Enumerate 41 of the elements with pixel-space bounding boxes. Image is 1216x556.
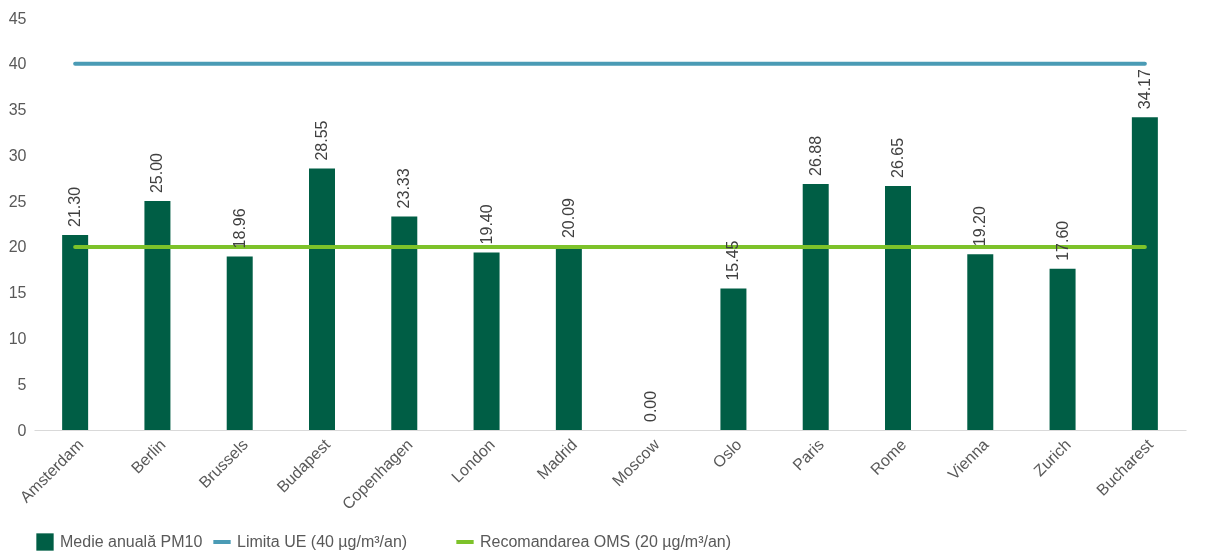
data-label: 20.09	[559, 197, 577, 239]
y-tick-label: 15	[8, 284, 27, 302]
legend-label: Limita UE (40 µg/m³/an)	[237, 533, 408, 550]
bar	[885, 186, 911, 430]
bar	[309, 168, 335, 430]
data-label: 17.60	[1053, 220, 1071, 261]
y-tick-label: 25	[8, 192, 27, 210]
data-label: 28.55	[313, 120, 330, 161]
x-tick-label: Oslo	[709, 435, 745, 472]
data-label: 26.88	[806, 135, 824, 176]
data-label: 34.17	[1135, 69, 1153, 110]
data-label: 21.30	[66, 186, 84, 227]
data-label: 19.20	[971, 206, 989, 247]
bar	[967, 254, 994, 430]
y-tick-label: 20	[8, 238, 27, 256]
data-label: 18.96	[230, 208, 248, 249]
data-label: 23.33	[395, 168, 413, 209]
y-tick-label: 45	[8, 9, 27, 27]
y-tick-label: 5	[17, 375, 27, 393]
y-tick-label: 30	[8, 146, 27, 164]
bar	[720, 288, 747, 430]
data-label: 19.40	[477, 204, 495, 245]
y-tick-label: 40	[8, 55, 27, 73]
data-label: 25.00	[148, 152, 166, 194]
bar	[555, 246, 582, 430]
data-label: 0.00	[642, 390, 660, 422]
bar	[802, 183, 829, 430]
bar	[1049, 268, 1076, 430]
legend-label: Medie anuală PM10	[60, 533, 203, 550]
y-tick-label: 10	[8, 329, 27, 347]
legend-label: Recomandarea OMS (20 µg/m³/an)	[480, 533, 732, 550]
y-tick-label: 0	[17, 421, 27, 439]
bar	[226, 256, 253, 430]
bar	[144, 201, 171, 430]
bar	[62, 234, 89, 430]
y-tick-label: 35	[8, 101, 27, 119]
bar	[391, 216, 418, 430]
data-label: 15.45	[724, 240, 742, 281]
bar	[1131, 117, 1158, 430]
bar	[473, 252, 500, 430]
data-label: 26.65	[889, 137, 906, 178]
